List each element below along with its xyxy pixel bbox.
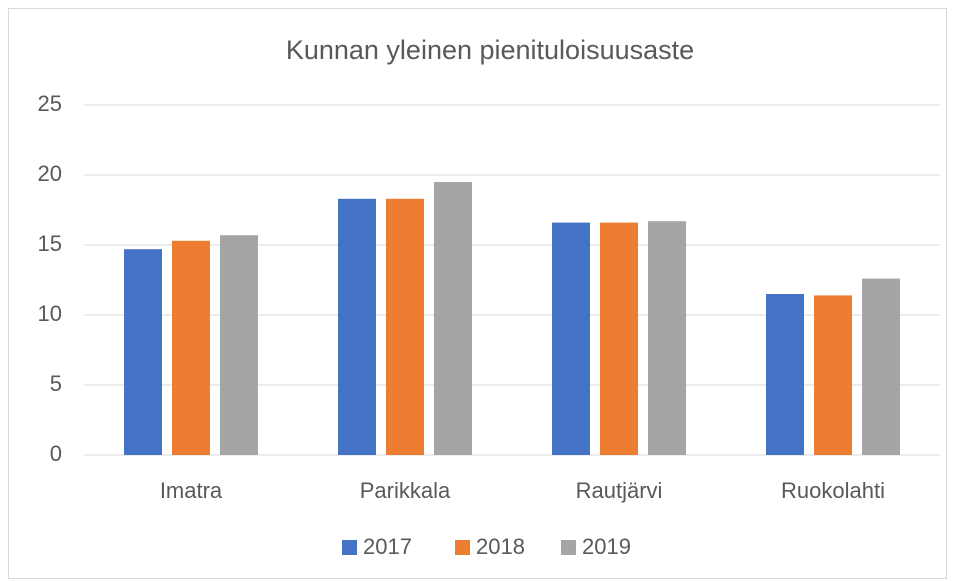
legend-swatch	[342, 540, 357, 555]
bar	[172, 240, 210, 455]
x-tick-label: Imatra	[160, 478, 223, 503]
bar	[600, 222, 638, 455]
bar	[862, 278, 900, 455]
bar	[386, 198, 424, 456]
chart-title: Kunnan yleinen pienituloisuusaste	[286, 35, 694, 65]
x-tick-label: Rautjärvi	[576, 478, 663, 503]
y-tick-label: 25	[38, 91, 62, 116]
y-tick-label: 0	[50, 441, 62, 466]
bar	[766, 294, 804, 455]
bar	[124, 249, 162, 455]
y-tick-label: 10	[38, 301, 62, 326]
bar	[648, 221, 686, 455]
chart-frame	[8, 8, 947, 579]
bar	[434, 182, 472, 455]
legend-label: 2018	[476, 534, 525, 559]
bar	[814, 295, 852, 455]
x-tick-label: Ruokolahti	[781, 478, 885, 503]
y-tick-label: 5	[50, 371, 62, 396]
y-tick-label: 20	[38, 161, 62, 186]
bar	[220, 235, 258, 455]
bar	[338, 198, 376, 456]
legend-label: 2019	[582, 534, 631, 559]
x-tick-label: Parikkala	[360, 478, 451, 503]
bar	[552, 222, 590, 455]
y-tick-label: 15	[38, 231, 62, 256]
legend-swatch	[561, 540, 576, 555]
legend-swatch	[455, 540, 470, 555]
legend-label: 2017	[363, 534, 412, 559]
